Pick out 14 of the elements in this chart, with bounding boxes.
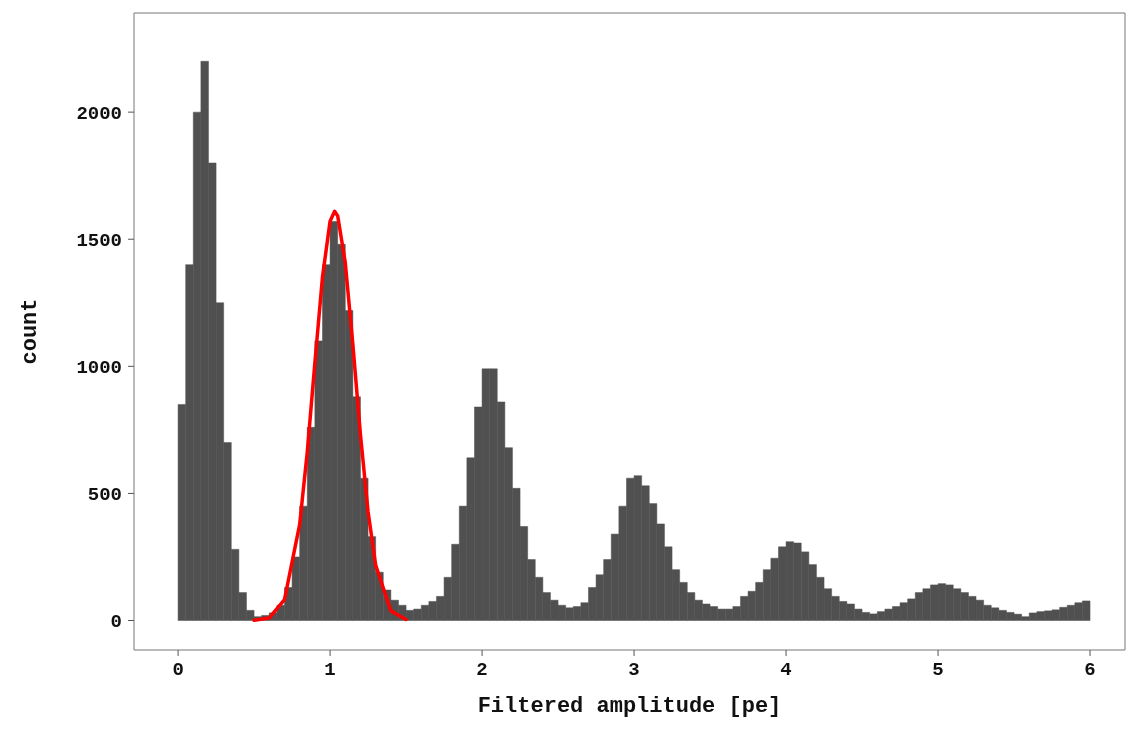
y-tick-label: 1000 (76, 357, 122, 380)
y-tick-label: 500 (87, 484, 122, 507)
x-tick-label: 1 (324, 659, 336, 682)
x-tick-label: 3 (628, 659, 640, 682)
x-tick-label: 2 (476, 659, 488, 682)
x-axis-title: Filtered amplitude [pe] (477, 694, 782, 719)
y-tick-label: 0 (110, 611, 122, 634)
x-tick-label: 4 (780, 659, 792, 682)
y-tick-label: 2000 (76, 102, 122, 125)
y-axis-title: count (17, 298, 43, 365)
x-tick-label: 6 (1084, 659, 1096, 682)
x-tick-label: 5 (932, 659, 944, 682)
x-tick-label: 0 (172, 659, 184, 682)
y-tick-label: 1500 (76, 229, 122, 252)
